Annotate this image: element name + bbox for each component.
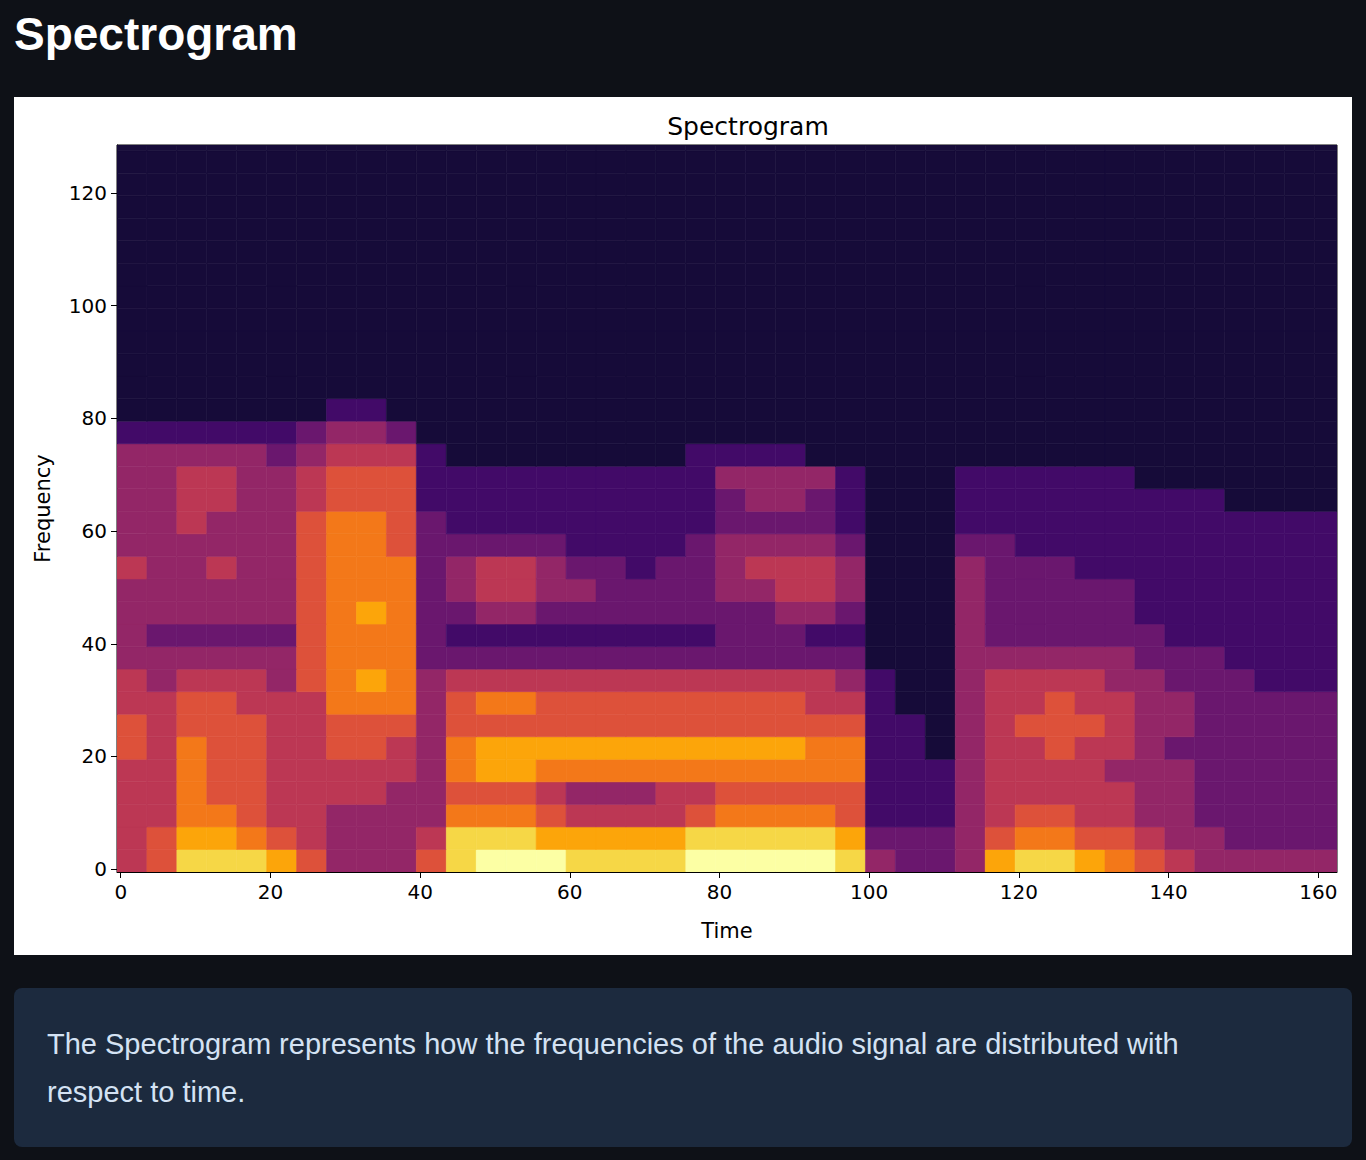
svg-text:100: 100 (850, 880, 888, 904)
svg-text:0: 0 (94, 857, 107, 881)
svg-text:Time: Time (700, 919, 752, 943)
svg-text:140: 140 (1150, 880, 1188, 904)
svg-text:Frequency: Frequency (31, 454, 55, 563)
svg-text:160: 160 (1299, 880, 1337, 904)
svg-text:40: 40 (407, 880, 432, 904)
svg-text:60: 60 (557, 880, 582, 904)
svg-text:120: 120 (1000, 880, 1038, 904)
svg-text:20: 20 (82, 744, 107, 768)
html-text:The Spectrogram represents how: The Spectrogram represents how the frequ… (47, 1028, 1179, 1108)
svg-text:40: 40 (82, 632, 107, 656)
svg-text:80: 80 (82, 406, 107, 430)
svg-text:100: 100 (69, 294, 107, 318)
svg-text:20: 20 (258, 880, 283, 904)
svg-text:0: 0 (114, 880, 127, 904)
html-text:Spectrogram: Spectrogram (14, 8, 298, 60)
svg-text:Spectrogram: Spectrogram (667, 112, 829, 141)
svg-text:80: 80 (707, 880, 732, 904)
svg-text:60: 60 (82, 519, 107, 543)
svg-text:120: 120 (69, 181, 107, 205)
